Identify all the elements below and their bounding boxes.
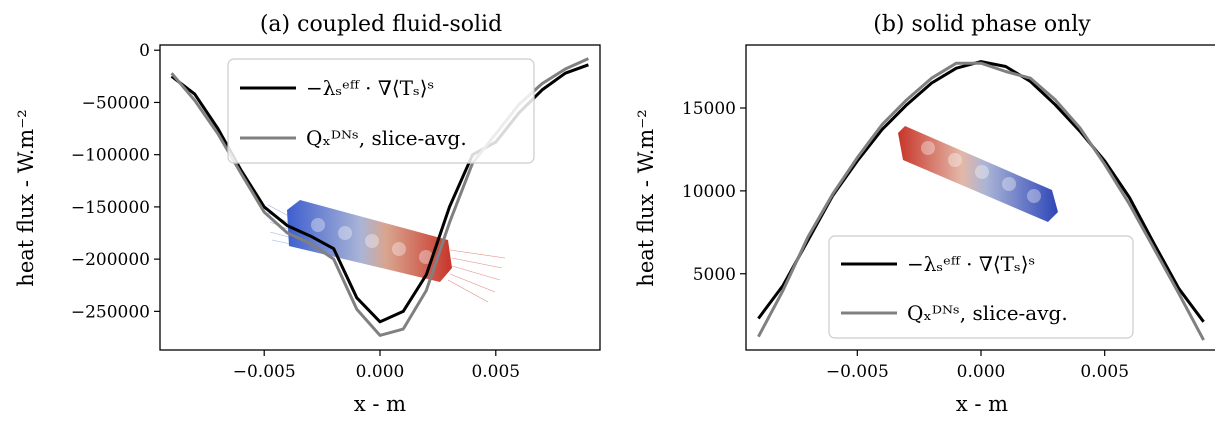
plot-lines xyxy=(757,60,1205,341)
x-tick-label: 0.005 xyxy=(1080,362,1129,382)
y-axis-label: heat flux - W.m⁻² xyxy=(634,109,658,286)
x-tick-label: 0.000 xyxy=(356,362,405,382)
y-tick-label: −250000 xyxy=(71,302,150,322)
x-tick-label: −0.005 xyxy=(826,362,889,382)
chart-title: (a) coupled fluid-solid xyxy=(260,12,502,37)
inset-structure-image xyxy=(267,200,506,303)
inset-structure-image xyxy=(898,126,1058,222)
x-ticks: −0.005 0.000 0.005 xyxy=(233,350,520,382)
y-axis-label: heat flux - W.m⁻² xyxy=(14,109,38,286)
legend-label: Qₓᴰᴺˢ, slice-avg. xyxy=(907,301,1068,325)
x-tick-label: 0.005 xyxy=(471,362,520,382)
panel-b: (b) solid phase only −0.005 0.000 0.005 50… xyxy=(634,12,1215,416)
y-tick-label: −150000 xyxy=(71,198,150,218)
x-axis-label: x - m xyxy=(956,392,1008,416)
panel-a: (a) coupled fluid-solid xyxy=(14,12,601,416)
y-tick-label: 10000 xyxy=(682,182,736,202)
x-ticks: −0.005 0.000 0.005 xyxy=(826,350,1129,382)
y-tick-label: 0 xyxy=(139,41,150,61)
legend-label: −λₛᵉᶠᶠ · ∇⟨Tₛ⟩ˢ xyxy=(306,76,434,100)
chart-title: (b) solid phase only xyxy=(873,12,1091,37)
series-line-2 xyxy=(757,61,1205,341)
y-tick-label: 5000 xyxy=(693,265,736,285)
legend-label: −λₛᵉᶠᶠ · ∇⟨Tₛ⟩ˢ xyxy=(907,252,1035,276)
y-tick-label: −100000 xyxy=(71,146,150,166)
legend: −λₛᵉᶠᶠ · ∇⟨Tₛ⟩ˢ Qₓᴰᴺˢ, slice-avg. xyxy=(828,235,1134,339)
legend-label: Qₓᴰᴺˢ, slice-avg. xyxy=(306,126,467,150)
legend: −λₛᵉᶠᶠ · ∇⟨Tₛ⟩ˢ Qₓᴰᴺˢ, slice-avg. xyxy=(227,58,535,164)
y-tick-label: 15000 xyxy=(682,99,736,119)
x-tick-label: −0.005 xyxy=(233,362,296,382)
y-tick-label: −200000 xyxy=(71,250,150,270)
x-tick-label: 0.000 xyxy=(957,362,1006,382)
x-axis-label: x - m xyxy=(354,392,406,416)
y-tick-label: −50000 xyxy=(82,93,150,113)
y-ticks: 0 −50000 −100000 −150000 −200000 −250000 xyxy=(71,41,160,322)
y-ticks: 5000 10000 15000 xyxy=(682,99,746,285)
